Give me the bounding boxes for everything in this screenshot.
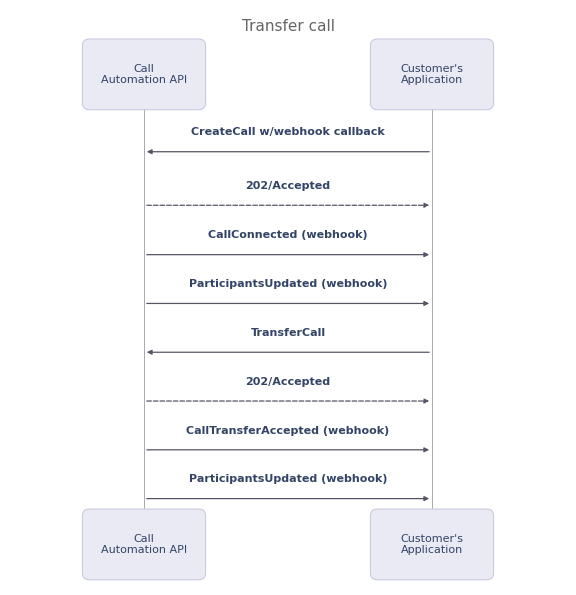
FancyBboxPatch shape [82,39,206,109]
Text: Call
Automation API: Call Automation API [101,534,187,555]
Text: CreateCall w/webhook callback: CreateCall w/webhook callback [191,127,385,137]
Text: ParticipantsUpdated (webhook): ParticipantsUpdated (webhook) [189,279,387,289]
Text: Customer's
Application: Customer's Application [400,534,464,555]
Text: CallConnected (webhook): CallConnected (webhook) [208,230,368,240]
Text: ParticipantsUpdated (webhook): ParticipantsUpdated (webhook) [189,474,387,484]
Text: TransferCall: TransferCall [251,328,325,338]
FancyBboxPatch shape [82,509,206,580]
Text: 202/Accepted: 202/Accepted [245,181,331,191]
Text: CallTransferAccepted (webhook): CallTransferAccepted (webhook) [187,425,389,436]
FancyBboxPatch shape [370,509,494,580]
Text: Transfer call: Transfer call [241,19,335,35]
Text: Customer's
Application: Customer's Application [400,64,464,85]
Text: 202/Accepted: 202/Accepted [245,377,331,387]
FancyBboxPatch shape [370,39,494,109]
Text: Call
Automation API: Call Automation API [101,64,187,85]
